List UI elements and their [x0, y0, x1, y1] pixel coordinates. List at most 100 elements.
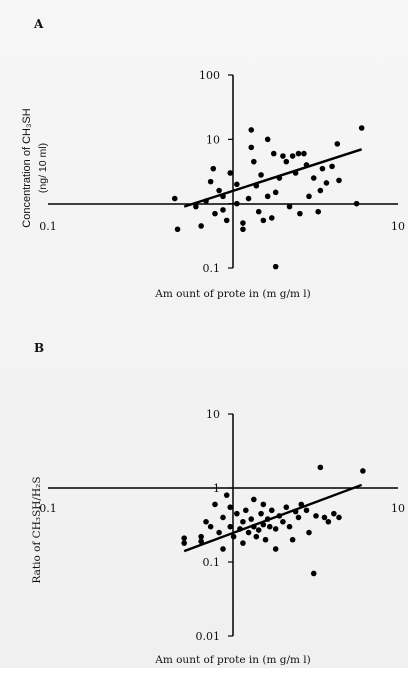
panel-b-data-point [251, 523, 257, 530]
panel-b-data-point [198, 538, 204, 545]
panel-a-x-tick-label: 0.1 [39, 220, 57, 233]
panel-b-data-point [295, 514, 302, 521]
panel-a-data-point [171, 195, 178, 202]
panel-b-data-point [198, 533, 204, 540]
panel-a-x-tick-label: 10 [391, 220, 405, 233]
panel-b-data-point [212, 501, 218, 508]
panel-a-data-point [210, 165, 217, 172]
panel-b-data-point [227, 504, 234, 511]
panel-a-data-point [358, 125, 365, 131]
panel-a-data-point [303, 162, 310, 168]
panel-b-data-point [325, 518, 332, 525]
panel-a-data-point [289, 153, 296, 159]
panel-b-data-point [237, 526, 243, 532]
panel-b-data-point [181, 540, 187, 546]
panel-a-data-point [317, 187, 324, 194]
panel-b-data-point [223, 492, 230, 498]
panel-a-data-point [310, 175, 317, 181]
panel-b-data-point [255, 527, 262, 533]
panel-b-data-point [203, 518, 209, 525]
panel-b-data-point [253, 533, 260, 540]
panel-b-data-point [286, 523, 293, 530]
panel-a-data-point [280, 153, 286, 159]
panel-a-data-point [276, 175, 283, 181]
panel-b-data-point [310, 570, 317, 577]
panel-b-data-point [313, 513, 319, 519]
panel-a-data-point [306, 193, 312, 200]
panel-b-data-point [317, 464, 324, 471]
panel-a-x-axis-label: Am ount of prote in (m g/m l) [154, 288, 311, 300]
panel-b-data-point [360, 468, 366, 474]
panel-b-data-point [280, 518, 286, 525]
panel-b-y-axis-label: Ratio of CH₃SH/H₂S [31, 476, 43, 583]
panel-a-data-point [253, 182, 260, 189]
panel-b-x-tick-label: 0.1 [39, 502, 57, 515]
panel-b-label: B [34, 341, 44, 355]
panel-b-data-point [227, 523, 234, 530]
panel-b-data-point [260, 521, 267, 528]
panel-a-data-point [295, 150, 302, 157]
panel-b-data-point [240, 540, 246, 546]
panel-b-data-point [216, 529, 222, 536]
panel-b-data-point [260, 501, 267, 508]
panel-a-data-point [292, 170, 299, 176]
panel-a-data-point [264, 136, 271, 143]
panel-b-data-point [336, 514, 342, 521]
panel-b-data-point [262, 536, 269, 543]
panel-a-data-point [319, 165, 326, 172]
panel-a-data-point [268, 215, 275, 221]
panel-b-y-tick-label: 10 [206, 408, 220, 421]
panel-a-data-point [198, 223, 204, 229]
panel-a-data-point [227, 170, 234, 176]
panel-b-data-point [283, 504, 290, 511]
panel-a-label: A [33, 17, 44, 31]
panel-a-data-point [334, 141, 341, 147]
panel-b-data-point [251, 496, 257, 503]
panel-a-data-point [193, 203, 199, 210]
panel-a-data-point [283, 158, 290, 165]
panel-a-data-point [220, 207, 226, 213]
panel-b-data-point [272, 546, 279, 552]
panel-b-data-point [289, 536, 296, 543]
panel-b-data-point [181, 535, 187, 541]
panel-a-data-point [297, 210, 303, 217]
panel-b-data-point [220, 514, 226, 521]
panel-a-data-point [245, 195, 252, 202]
panel-b-data-point [234, 510, 240, 517]
panel-a-y-tick-label: 0.1 [203, 262, 221, 275]
panel-a-data-point [251, 158, 257, 165]
panel-b-data-point [331, 510, 337, 517]
panel-a-data-point [174, 226, 181, 233]
panel-a-data-point [255, 208, 262, 215]
panel-b-data-point [230, 533, 237, 540]
panel-a-data-point [212, 210, 218, 217]
panel-a-data-point [258, 172, 264, 178]
panel-a-data-point [248, 127, 255, 133]
panel-a-data-point [270, 150, 277, 157]
panel-b-y-tick-label: 0.01 [196, 630, 221, 643]
panel-a-data-point [272, 263, 279, 270]
panel-a-data-point [220, 193, 226, 200]
panel-a-y-tick-label: 100 [199, 69, 220, 82]
panel-a-data-point [216, 187, 222, 194]
panel-b-data-point [220, 546, 226, 552]
panel-b-data-point [207, 523, 214, 530]
panel-a-y-tick-label: 10 [206, 133, 220, 146]
panel-b-data-point [248, 516, 255, 522]
panel-b-data-point [272, 526, 279, 532]
panel-a-data-point [248, 144, 255, 151]
panel-a-data-point [234, 200, 240, 207]
panel-b-data-point [321, 514, 328, 521]
panel-a-data-point [329, 163, 335, 170]
panel-a-data-point [323, 180, 330, 186]
panel-b-trendline [183, 483, 363, 553]
panel-a-data-point [301, 150, 307, 157]
panel-b-data-point [303, 507, 310, 514]
panel-a-data-point [223, 217, 230, 224]
panel-a-data-point [264, 193, 271, 200]
panel-b-data-point [245, 529, 252, 536]
panel-a-data-point [353, 200, 360, 207]
panel-b-data-point [243, 507, 249, 514]
panel-b-y-tick-label: 1 [213, 482, 220, 495]
